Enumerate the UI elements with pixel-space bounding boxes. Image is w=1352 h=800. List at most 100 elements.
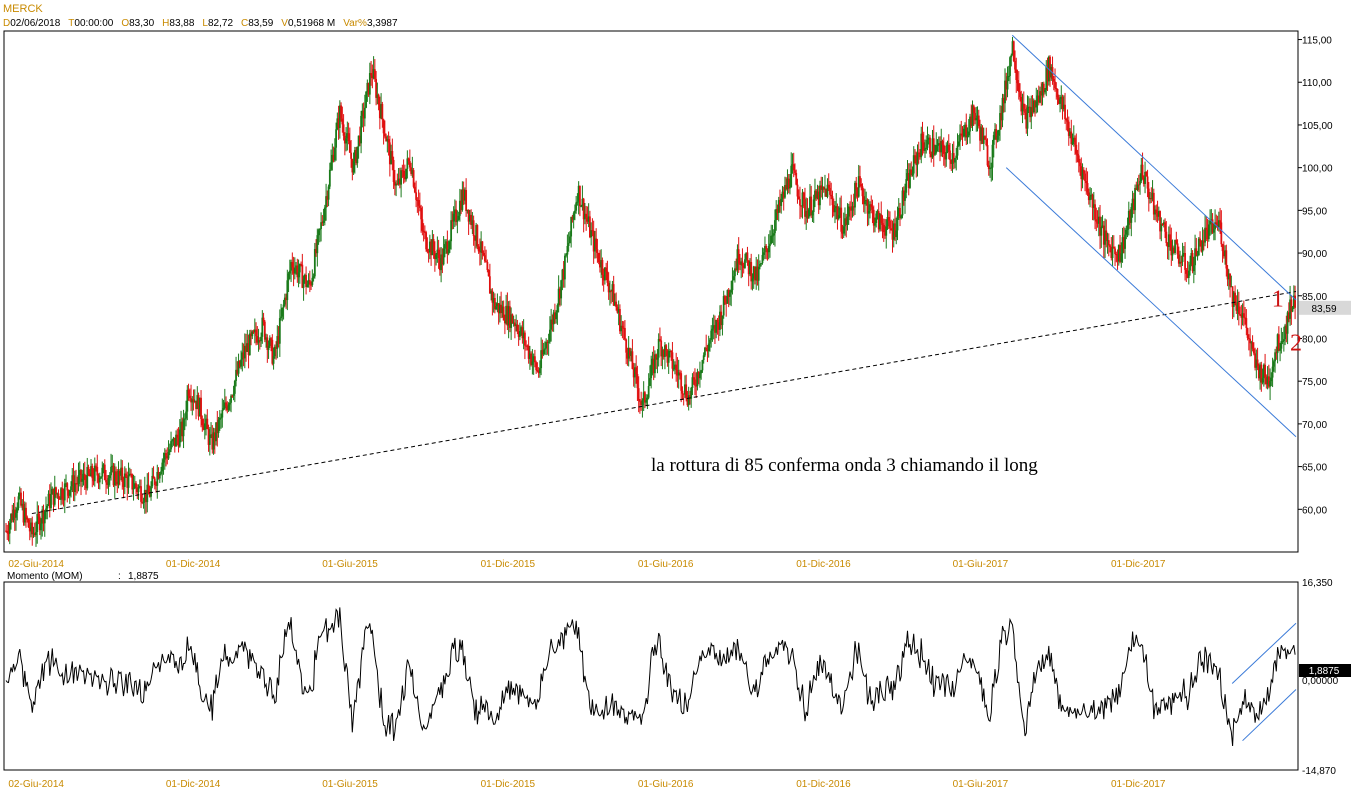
candle	[735, 258, 738, 272]
candle	[984, 135, 986, 140]
candle	[1291, 305, 1294, 313]
candle	[121, 460, 124, 490]
candle	[1085, 167, 1088, 195]
candle	[1145, 171, 1148, 177]
candle	[715, 319, 718, 339]
candle	[390, 144, 393, 165]
candle	[1266, 366, 1269, 390]
candle	[210, 422, 212, 439]
candle	[160, 466, 162, 476]
candle	[1261, 368, 1264, 385]
candle	[1099, 204, 1101, 249]
candle	[481, 241, 484, 260]
candle	[105, 469, 107, 495]
candle	[197, 392, 200, 421]
candle	[153, 476, 156, 490]
candle	[465, 178, 468, 217]
candle	[258, 337, 261, 350]
candle	[107, 475, 110, 495]
candle	[1121, 227, 1124, 263]
candle	[782, 186, 785, 211]
candle	[407, 157, 410, 165]
candle	[472, 215, 475, 246]
candle	[1155, 204, 1158, 222]
candle	[614, 293, 616, 307]
candle	[293, 257, 296, 280]
candle	[75, 469, 77, 496]
candle	[302, 275, 305, 301]
candle	[182, 409, 185, 449]
candle	[20, 488, 22, 508]
candle	[71, 468, 74, 493]
candle	[180, 410, 182, 443]
candle	[816, 184, 819, 200]
candle	[198, 397, 201, 417]
candle	[674, 361, 676, 375]
candle	[1129, 209, 1131, 229]
candle	[826, 178, 829, 199]
candle	[1227, 269, 1230, 290]
candle	[1235, 295, 1238, 315]
candle	[142, 497, 145, 509]
candle	[1061, 94, 1064, 120]
candle	[855, 176, 858, 199]
candle	[1220, 210, 1223, 247]
candle	[692, 371, 695, 385]
candle	[35, 521, 37, 547]
candle	[794, 163, 796, 176]
candle	[1237, 291, 1240, 326]
candle	[1256, 347, 1259, 371]
candle	[212, 427, 215, 455]
candle	[1056, 88, 1059, 106]
candle	[287, 271, 290, 293]
candle	[56, 492, 59, 499]
candle	[11, 504, 14, 523]
candle	[775, 200, 778, 231]
candle	[401, 164, 404, 179]
candle	[796, 178, 799, 204]
candle	[253, 318, 256, 344]
candle	[406, 150, 409, 179]
candle	[190, 384, 192, 411]
candle	[704, 346, 706, 357]
candle	[68, 489, 71, 504]
candle	[62, 488, 65, 507]
candle	[176, 428, 179, 446]
candle	[910, 161, 913, 177]
header-value-1: 00:00:00	[74, 18, 113, 29]
candle	[242, 343, 245, 367]
candle	[1175, 231, 1178, 245]
candle	[231, 394, 234, 398]
candle	[178, 419, 181, 448]
candle	[966, 127, 969, 145]
candle	[951, 143, 954, 173]
candle	[927, 133, 930, 145]
candle	[403, 164, 406, 183]
candle	[982, 127, 985, 151]
candle	[955, 147, 958, 171]
candle	[1196, 250, 1199, 261]
candle	[789, 174, 791, 195]
candle	[787, 173, 790, 194]
candle	[466, 209, 469, 214]
candle	[1081, 163, 1084, 189]
candle	[1007, 65, 1010, 82]
candle	[635, 355, 638, 384]
candle	[448, 239, 451, 253]
candle	[1012, 40, 1015, 63]
candle	[5, 522, 7, 533]
candle	[522, 319, 525, 350]
candle	[691, 373, 694, 396]
candle	[671, 341, 674, 379]
price-y-tick-label: 65,00	[1302, 463, 1327, 474]
candle	[912, 146, 915, 180]
candle	[417, 189, 420, 216]
candle	[1229, 273, 1231, 298]
candle	[821, 176, 824, 200]
header-key-5: C	[241, 18, 248, 29]
candle	[1179, 250, 1181, 268]
candle	[97, 473, 100, 490]
candle	[876, 209, 879, 220]
candle	[1274, 348, 1276, 373]
header-value-5: 83,59	[248, 18, 273, 29]
